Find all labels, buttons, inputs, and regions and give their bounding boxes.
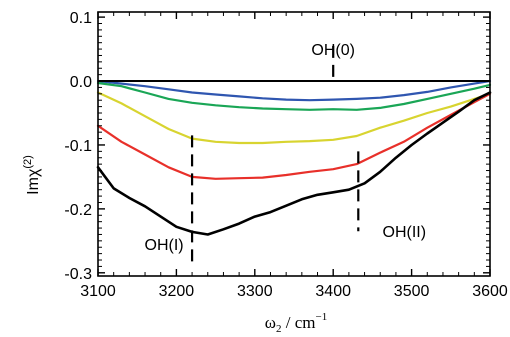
annotation-label-2: OH(I) xyxy=(145,237,184,254)
y-tick-label: -0.3 xyxy=(64,266,92,283)
x-tick-label: 3400 xyxy=(315,283,351,300)
x-tick-label: 3200 xyxy=(159,283,195,300)
y-tick-label: 0.0 xyxy=(70,74,92,91)
x-axis-title-unit-superscript: −1 xyxy=(315,311,327,323)
plot-frame xyxy=(97,11,491,277)
x-axis-title: ω2 / cm−1 xyxy=(265,311,327,335)
x-tick-label: 3300 xyxy=(237,283,273,300)
x-axis-title-subscript: 2 xyxy=(276,323,282,335)
series-layer xyxy=(96,79,492,236)
x-axis-title-symbol: ω xyxy=(265,313,276,332)
x-axis-title-unit: / cm xyxy=(281,313,315,332)
x-tick-label: 3500 xyxy=(394,283,430,300)
x-tick-label: 3100 xyxy=(80,283,116,300)
x-tick-label: 3600 xyxy=(472,283,508,300)
annotation-label-1: OH(0) xyxy=(311,42,355,59)
series-line-5 xyxy=(96,91,492,236)
series-line-1 xyxy=(96,79,492,102)
y-tick-label: -0.1 xyxy=(64,138,92,155)
y-tick-label: -0.2 xyxy=(64,202,92,219)
annotation-label-3: OH(II) xyxy=(383,224,427,241)
series-line-2 xyxy=(96,81,492,111)
series-line-4 xyxy=(96,92,492,180)
annotation-layer: OH(0) OH(I) OH(II) xyxy=(145,42,427,264)
y-axis-title-superscript: (2) xyxy=(22,155,34,168)
series-line-3 xyxy=(96,91,492,145)
axes-layer: 3100 3200 3300 3400 3500 3600 0.1 0.0 -0.1 -0.2 -0… xyxy=(64,10,507,300)
y-axis-title-main: Imχ xyxy=(25,168,42,195)
y-axis-title: Imχ(2) xyxy=(22,155,42,195)
y-tick-label: 0.1 xyxy=(70,10,92,27)
